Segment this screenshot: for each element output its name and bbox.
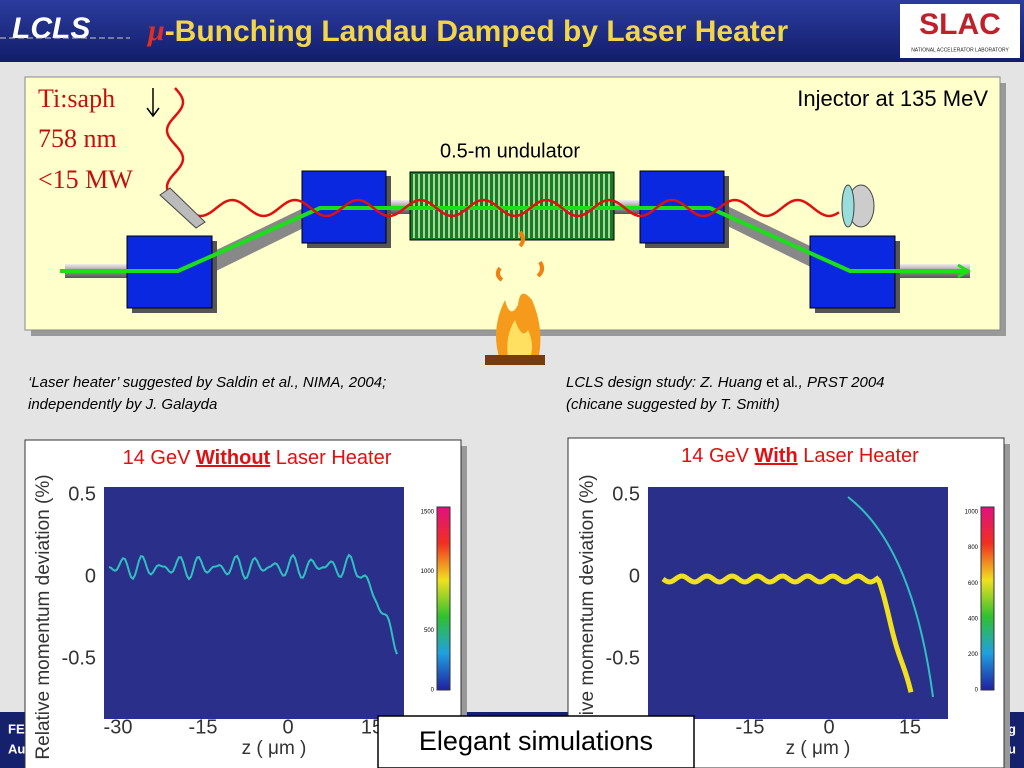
- arrow: [146, 88, 160, 118]
- colorbar-label: 400: [968, 616, 979, 622]
- injector-label: Injector at 135 MeV: [797, 86, 988, 111]
- beam-trace: [108, 553, 398, 655]
- colorbar-label: 1000: [421, 569, 435, 575]
- header-band: [0, 0, 1024, 62]
- title-text: -Bunching Landau Damped by Laser Heater: [165, 15, 789, 48]
- y-tick-label: -0.5: [606, 647, 640, 669]
- x-tick-label: 0: [823, 716, 834, 738]
- footer-left: Au: [8, 741, 25, 756]
- flame: [485, 230, 545, 365]
- y-axis-label: Relative momentum deviation (%): [33, 474, 54, 759]
- colorbar-label: 500: [424, 628, 435, 634]
- laser-name: Ti:saph: [38, 84, 115, 113]
- x-axis-label: z ( μm ): [242, 738, 307, 759]
- title-part: 14 GeV: [123, 447, 196, 469]
- beam-trace: [661, 573, 914, 693]
- colorbar-label: 0: [975, 688, 979, 694]
- lcls-logo: LCLS: [12, 12, 90, 45]
- x-tick-label: -30: [104, 716, 133, 738]
- caption-right-2: (chicane suggested by T. Smith): [566, 396, 780, 413]
- x-tick-label: 15: [899, 716, 921, 738]
- x-tick-label: -15: [736, 716, 765, 738]
- title: μ-Bunching Landau Damped by Laser Heater: [146, 14, 788, 48]
- footer-left: FE: [8, 721, 25, 736]
- title-part: Laser Heater: [798, 445, 920, 467]
- plot-title: 14 GeV Without Laser Heater: [123, 447, 392, 469]
- laser-power: <15 MW: [38, 165, 133, 194]
- slac-box: [900, 4, 1020, 58]
- caption-right: LCLS design study: Z. Huang et al., PRST…: [566, 374, 885, 391]
- y-tick-label: 0: [85, 565, 96, 587]
- caption-left: ‘Laser heater’ suggested by Saldin et al…: [28, 374, 386, 413]
- laser-wavelength: 758 nm: [38, 124, 117, 153]
- y-tick-label: 0: [629, 565, 640, 587]
- x-axis-label: z ( μm ): [786, 738, 851, 759]
- phase-space: [648, 487, 948, 719]
- colorbar-label: 1000: [965, 510, 979, 516]
- colorbar-label: 200: [968, 652, 979, 658]
- slac-logo: SLAC: [919, 8, 1001, 41]
- dump-face: [841, 184, 855, 228]
- beam-tail: [847, 496, 934, 698]
- undulator-label: 0.5-m undulator: [440, 140, 580, 162]
- title-emph: Without: [196, 447, 271, 469]
- slac-name: NATIONAL ACCELERATOR LABORATORY: [911, 47, 1009, 53]
- colorbar: [436, 506, 451, 691]
- y-axis-label: Relative momentum deviation (%): [577, 474, 598, 759]
- overlay-box: [377, 715, 695, 768]
- colorbar-label: 1500: [421, 510, 435, 516]
- mirror: [159, 187, 206, 229]
- plot-title: 14 GeV With Laser Heater: [681, 445, 919, 467]
- title-part: Laser Heater: [270, 447, 392, 469]
- title-emph: With: [755, 445, 798, 467]
- title-mu: μ: [146, 14, 165, 47]
- colorbar: [980, 506, 995, 691]
- y-tick-label: 0.5: [612, 483, 640, 505]
- magnets: [126, 170, 900, 313]
- colorbar-label: 800: [968, 545, 979, 551]
- beam-arrow: [957, 263, 971, 279]
- colorbar-label: 600: [968, 581, 979, 587]
- x-tick-label: -15: [189, 716, 218, 738]
- phase-space: [104, 487, 404, 719]
- title-part: 14 GeV: [681, 445, 754, 467]
- colorbar-label: 0: [431, 688, 435, 694]
- plots: 14 GeV Without Laser Heater1500100050000…: [24, 437, 1010, 768]
- x-tick-label: 0: [282, 716, 293, 738]
- y-tick-label: -0.5: [62, 647, 96, 669]
- y-tick-label: 0.5: [68, 483, 96, 505]
- electron-beam: [60, 206, 965, 273]
- overlay-label: Elegant simulations: [419, 726, 653, 756]
- laser-wave: [165, 87, 840, 218]
